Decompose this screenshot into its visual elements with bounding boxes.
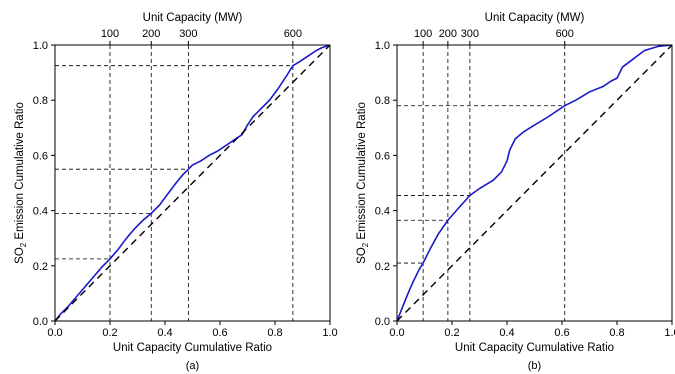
x-tick-label: 0.0 (47, 327, 62, 339)
y-tick-label: 0.0 (33, 316, 48, 328)
y-tick-label: 1.0 (375, 40, 390, 52)
x-tick-label: 0.4 (157, 327, 172, 339)
top-tick-label: 600 (284, 28, 302, 40)
top-axis-label: Unit Capacity (MW) (143, 12, 243, 24)
y-tick-label: 0.4 (33, 206, 48, 218)
panel-label: (b) (528, 360, 541, 372)
y-tick-label: 1.0 (33, 40, 48, 52)
x-axis-label: Unit Capacity Cumulative Ratio (113, 342, 272, 354)
top-tick-label: 300 (179, 28, 197, 40)
top-tick-label: 300 (461, 28, 479, 40)
panel-label: (a) (186, 360, 199, 372)
y-tick-label: 0.4 (375, 206, 390, 218)
x-tick-label: 0.2 (102, 327, 117, 339)
x-tick-label: 0.0 (389, 327, 404, 339)
series-diagonal-reference (397, 45, 672, 321)
y-tick-label: 0.2 (33, 261, 48, 273)
y-axis-label-sub: 2 (361, 242, 370, 247)
y-tick-label: 0.6 (33, 150, 48, 162)
x-axis-label: Unit Capacity Cumulative Ratio (455, 342, 614, 354)
x-tick-label: 0.2 (444, 327, 459, 339)
top-tick-label: 600 (556, 28, 574, 40)
y-tick-label: 0.2 (375, 261, 390, 273)
top-axis-label: Unit Capacity (MW) (485, 12, 585, 24)
plot-frame (54, 44, 331, 322)
x-tick-label: 0.4 (499, 327, 514, 339)
y-axis-label: SO2 Emission Cumulative Ratio (14, 102, 28, 264)
y-axis-label-main: SO (14, 247, 26, 264)
y-axis-label-rest: Emission Cumulative Ratio (356, 102, 368, 243)
series-emission-curve (55, 45, 330, 321)
x-tick-label: 1.0 (322, 327, 337, 339)
y-axis-label-main: SO (356, 247, 368, 264)
x-tick-label: 0.6 (554, 327, 569, 339)
y-axis-label-sub: 2 (19, 242, 28, 247)
y-axis-label-rest: Emission Cumulative Ratio (14, 102, 26, 243)
y-axis-label: SO2 Emission Cumulative Ratio (356, 102, 370, 264)
y-tick-label: 0.0 (375, 316, 390, 328)
top-tick-label: 100 (414, 28, 432, 40)
y-tick-label: 0.8 (375, 95, 390, 107)
chart-panel-b: 0.0 0.2 0.4 0.6 0.8 1.0 0.0 0.2 0.4 0.6 0.8 1.0 100 2… (356, 12, 675, 372)
x-tick-label: 0.6 (212, 327, 227, 339)
top-tick-label: 200 (142, 28, 160, 40)
chart-panel-a: 0.0 0.2 0.4 0.6 0.8 1.0 0.0 0.2 0.4 0.6 0.8 1.0 100 2… (14, 12, 338, 372)
top-tick-label: 100 (101, 28, 119, 40)
plot-frame (396, 44, 673, 322)
x-tick-label: 1.0 (664, 327, 675, 339)
y-tick-label: 0.8 (33, 95, 48, 107)
series-emission-curve (397, 45, 672, 321)
top-tick-label: 200 (439, 28, 457, 40)
series-diagonal-reference (55, 45, 330, 321)
y-tick-label: 0.6 (375, 150, 390, 162)
x-tick-label: 0.8 (267, 327, 282, 339)
x-tick-label: 0.8 (609, 327, 624, 339)
